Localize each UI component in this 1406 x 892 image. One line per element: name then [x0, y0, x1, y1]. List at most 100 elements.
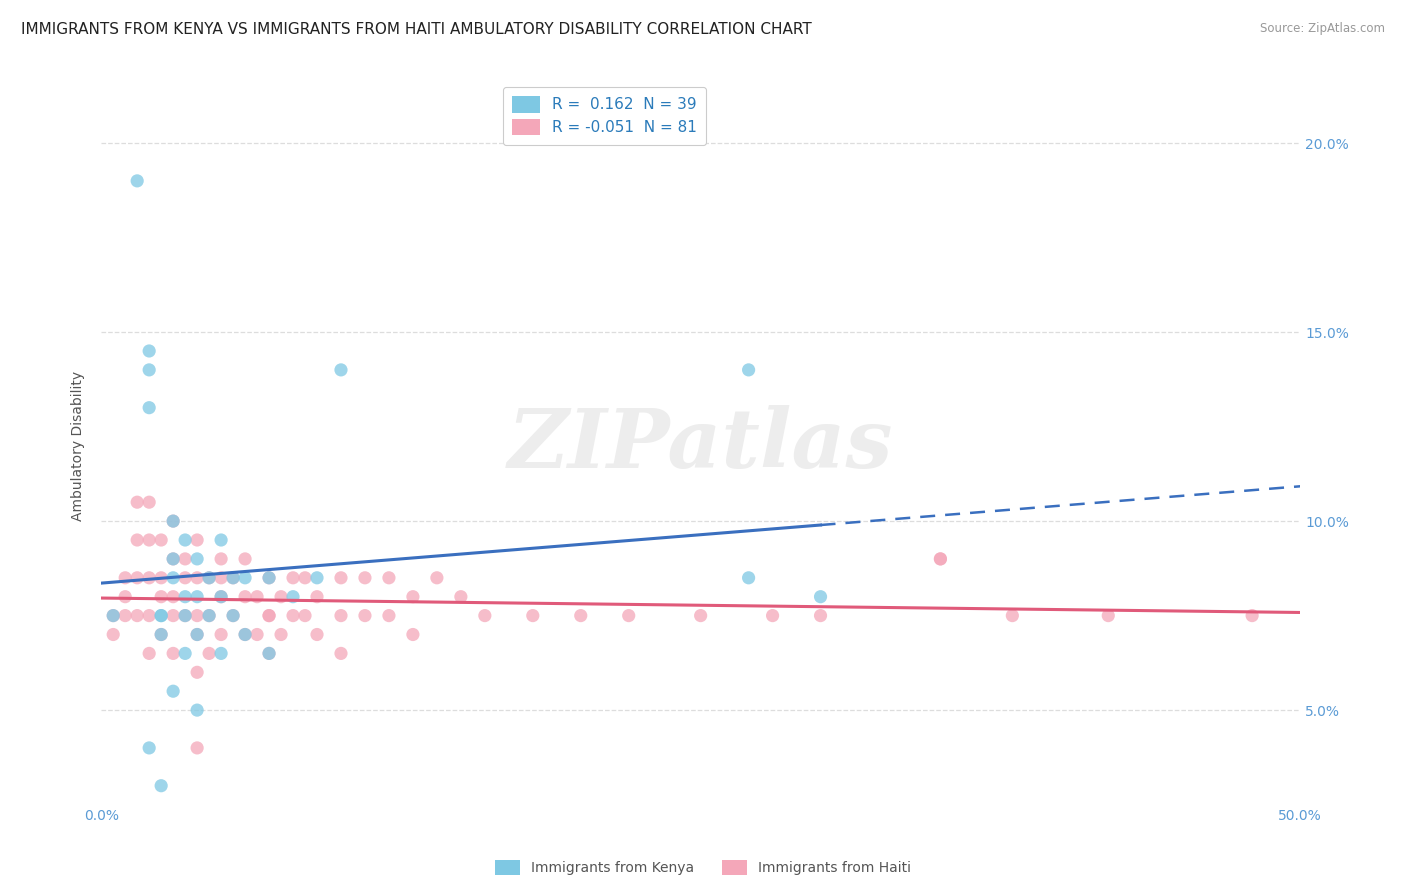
Point — [138, 647, 160, 661]
Point — [474, 608, 496, 623]
Point — [138, 343, 160, 358]
Point — [257, 571, 280, 585]
Point — [1001, 608, 1024, 623]
Point — [174, 608, 197, 623]
Point — [138, 533, 160, 547]
Point — [270, 590, 292, 604]
Point — [174, 533, 197, 547]
Point — [150, 533, 173, 547]
Point — [150, 608, 173, 623]
Point — [186, 740, 208, 755]
Point — [162, 647, 184, 661]
Point — [522, 608, 544, 623]
Legend: R =  0.162  N = 39, R = -0.051  N = 81: R = 0.162 N = 39, R = -0.051 N = 81 — [503, 87, 706, 145]
Point — [402, 590, 425, 604]
Point — [209, 647, 232, 661]
Point — [138, 608, 160, 623]
Point — [138, 495, 160, 509]
Point — [761, 608, 783, 623]
Point — [330, 647, 353, 661]
Point — [127, 571, 149, 585]
Point — [162, 608, 184, 623]
Point — [138, 401, 160, 415]
Point — [233, 590, 256, 604]
Text: Source: ZipAtlas.com: Source: ZipAtlas.com — [1260, 22, 1385, 36]
Point — [281, 590, 304, 604]
Point — [402, 627, 425, 641]
Point — [1097, 608, 1119, 623]
Point — [198, 608, 221, 623]
Point — [127, 533, 149, 547]
Point — [150, 590, 173, 604]
Point — [330, 363, 353, 377]
Point — [246, 627, 269, 641]
Point — [162, 514, 184, 528]
Point — [138, 363, 160, 377]
Point — [929, 552, 952, 566]
Point — [138, 740, 160, 755]
Point — [186, 552, 208, 566]
Point — [354, 571, 377, 585]
Point — [330, 571, 353, 585]
Point — [186, 533, 208, 547]
Point — [810, 590, 832, 604]
Point — [198, 571, 221, 585]
Text: ZIPatlas: ZIPatlas — [508, 406, 893, 485]
Point — [233, 627, 256, 641]
Point — [186, 627, 208, 641]
Point — [354, 608, 377, 623]
Point — [257, 647, 280, 661]
Point — [209, 590, 232, 604]
Legend: Immigrants from Kenya, Immigrants from Haiti: Immigrants from Kenya, Immigrants from H… — [489, 855, 917, 880]
Point — [810, 608, 832, 623]
Point — [929, 552, 952, 566]
Point — [617, 608, 640, 623]
Point — [281, 571, 304, 585]
Point — [162, 552, 184, 566]
Point — [114, 608, 136, 623]
Point — [174, 571, 197, 585]
Point — [162, 514, 184, 528]
Point — [294, 571, 316, 585]
Point — [186, 703, 208, 717]
Point — [294, 608, 316, 623]
Point — [103, 627, 125, 641]
Point — [233, 552, 256, 566]
Point — [378, 608, 401, 623]
Point — [198, 608, 221, 623]
Point — [150, 779, 173, 793]
Point — [103, 608, 125, 623]
Point — [222, 608, 245, 623]
Point — [174, 647, 197, 661]
Point — [569, 608, 592, 623]
Point — [174, 552, 197, 566]
Point — [257, 571, 280, 585]
Point — [174, 590, 197, 604]
Point — [114, 571, 136, 585]
Point — [257, 647, 280, 661]
Point — [162, 571, 184, 585]
Point — [281, 608, 304, 623]
Point — [270, 627, 292, 641]
Point — [186, 665, 208, 680]
Point — [127, 174, 149, 188]
Point — [209, 571, 232, 585]
Point — [737, 363, 759, 377]
Point — [305, 627, 328, 641]
Point — [689, 608, 711, 623]
Point — [222, 608, 245, 623]
Point — [330, 608, 353, 623]
Point — [127, 495, 149, 509]
Point — [162, 684, 184, 698]
Point — [150, 571, 173, 585]
Point — [209, 533, 232, 547]
Point — [450, 590, 472, 604]
Point — [127, 608, 149, 623]
Point — [246, 590, 269, 604]
Point — [103, 608, 125, 623]
Point — [162, 590, 184, 604]
Point — [233, 627, 256, 641]
Point — [233, 571, 256, 585]
Text: IMMIGRANTS FROM KENYA VS IMMIGRANTS FROM HAITI AMBULATORY DISABILITY CORRELATION: IMMIGRANTS FROM KENYA VS IMMIGRANTS FROM… — [21, 22, 811, 37]
Point — [162, 552, 184, 566]
